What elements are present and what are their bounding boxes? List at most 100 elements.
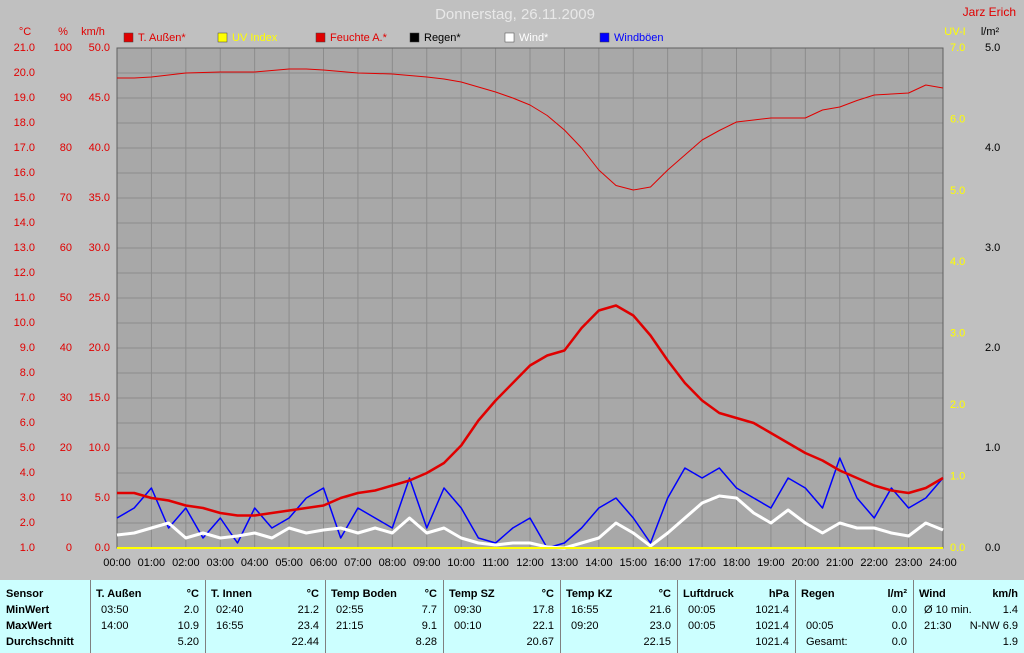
legend-label: Feuchte A.* <box>330 32 388 44</box>
axis-unit: l/m² <box>981 26 1000 38</box>
table-cell: 2.0 <box>183 604 199 616</box>
y-tick-label: 6.0 <box>20 417 35 429</box>
table-cell: 0.0 <box>891 636 907 648</box>
series-line <box>116 457 944 549</box>
table-cell: 8.28 <box>415 636 437 648</box>
table-cell: hPa <box>768 588 789 600</box>
x-tick-label: 12:00 <box>516 557 544 569</box>
x-tick-label: 19:00 <box>757 557 785 569</box>
y-tick-label: 35.0 <box>89 192 110 204</box>
table-cell: 22.15 <box>643 636 671 648</box>
axis-unit: UV-I <box>944 26 965 38</box>
y-tick-label: 0.0 <box>950 542 965 554</box>
table-cell: 16:55 <box>571 604 599 616</box>
y-tick-label: 18.0 <box>14 117 35 129</box>
y-tick-label: 15.0 <box>14 192 35 204</box>
table-cell: km/h <box>992 588 1018 600</box>
table-cell: 23.0 <box>649 620 671 632</box>
table-cell: Gesamt: <box>806 636 848 648</box>
table-cell: 5.20 <box>177 636 199 648</box>
table-cell: 02:40 <box>216 604 244 616</box>
axis-unit: % <box>58 26 68 38</box>
table-cell: °C <box>186 588 199 600</box>
table-cell: Luftdruck <box>683 588 734 600</box>
table-column: Regen l/m² 0.0 00:05 0.0 Gesamt: 0.0 <box>795 580 913 653</box>
x-tick-label: 11:00 <box>482 557 509 569</box>
y-tick-label: 30.0 <box>89 242 110 254</box>
table-cell: 00:05 <box>688 620 716 632</box>
axis-unit: km/h <box>81 26 105 38</box>
legend-label: Windböen <box>614 32 664 44</box>
y-tick-label: 30 <box>60 392 72 404</box>
legend-swatch <box>599 32 610 43</box>
legend-swatch <box>123 32 134 43</box>
x-tick-label: 06:00 <box>310 557 338 569</box>
y-tick-label: 10.0 <box>14 317 35 329</box>
legend-swatch <box>217 32 228 43</box>
y-tick-label: 6.0 <box>950 113 965 125</box>
y-tick-label: 40 <box>60 342 72 354</box>
table-cell: 0.0 <box>891 620 907 632</box>
table-cell: Temp SZ <box>449 588 495 600</box>
table-cell: 03:50 <box>101 604 129 616</box>
table-column: Sensor MinWert MaxWert Durchschnitt <box>0 580 90 653</box>
y-tick-label: 12.0 <box>14 267 35 279</box>
y-tick-label: 2.0 <box>950 399 965 411</box>
y-tick-label: 70 <box>60 192 72 204</box>
x-tick-label: 04:00 <box>241 557 269 569</box>
table-cell: °C <box>306 588 319 600</box>
y-tick-label: 13.0 <box>14 242 35 254</box>
table-cell: 21.2 <box>297 604 319 616</box>
legend-label: Wind* <box>519 32 549 44</box>
table-cell: °C <box>541 588 554 600</box>
y-tick-label: 3.0 <box>950 328 965 340</box>
table-column: T. Außen °C 03:50 2.0 14:00 10.9 5.20 <box>90 580 205 653</box>
table-cell: Durchschnitt <box>6 636 74 648</box>
table-cell: N-NW 6.9 <box>969 620 1018 632</box>
y-tick-label: 4.0 <box>985 142 1000 154</box>
table-cell: 00:05 <box>688 604 716 616</box>
y-tick-label: 20.0 <box>14 67 35 79</box>
x-tick-label: 08:00 <box>379 557 407 569</box>
y-tick-label: 10 <box>60 492 72 504</box>
y-tick-label: 3.0 <box>985 242 1000 254</box>
x-tick-label: 15:00 <box>619 557 647 569</box>
y-tick-label: 1.0 <box>950 470 965 482</box>
series-line <box>116 494 944 550</box>
table-cell: 09:20 <box>571 620 599 632</box>
x-tick-label: 02:00 <box>172 557 200 569</box>
table-cell: Temp Boden <box>331 588 397 600</box>
table-cell: 22.44 <box>291 636 319 648</box>
table-cell: 00:10 <box>454 620 482 632</box>
x-tick-label: 05:00 <box>275 557 303 569</box>
table-cell: 09:30 <box>454 604 482 616</box>
series-line <box>117 68 944 191</box>
x-tick-label: 16:00 <box>654 557 682 569</box>
table-column: Temp Boden °C 02:55 7.7 21:15 9.1 8.28 <box>325 580 443 653</box>
table-cell: 16:55 <box>216 620 244 632</box>
x-tick-label: 03:00 <box>206 557 234 569</box>
series-line <box>117 304 944 517</box>
table-cell: 1.4 <box>1002 604 1018 616</box>
x-tick-label: 13:00 <box>551 557 579 569</box>
table-cell: 9.1 <box>421 620 437 632</box>
x-tick-label: 21:00 <box>826 557 854 569</box>
table-cell: 02:55 <box>336 604 364 616</box>
table-cell: Wind <box>919 588 946 600</box>
table-cell: MinWert <box>6 604 50 616</box>
table-cell: 17.8 <box>532 604 554 616</box>
table-cell: Sensor <box>6 588 44 600</box>
x-tick-label: 18:00 <box>723 557 751 569</box>
x-tick-label: 20:00 <box>792 557 820 569</box>
table-cell: T. Innen <box>211 588 252 600</box>
table-cell: Regen <box>801 588 835 600</box>
y-tick-label: 17.0 <box>14 142 35 154</box>
table-cell: °C <box>424 588 437 600</box>
x-tick-label: 00:00 <box>103 557 131 569</box>
y-tick-label: 5.0 <box>950 185 965 197</box>
chart-title: Donnerstag, 26.11.2009 <box>435 6 595 23</box>
y-tick-label: 21.0 <box>14 42 35 54</box>
y-tick-label: 60 <box>60 242 72 254</box>
author: Jarz Erich <box>963 5 1016 19</box>
